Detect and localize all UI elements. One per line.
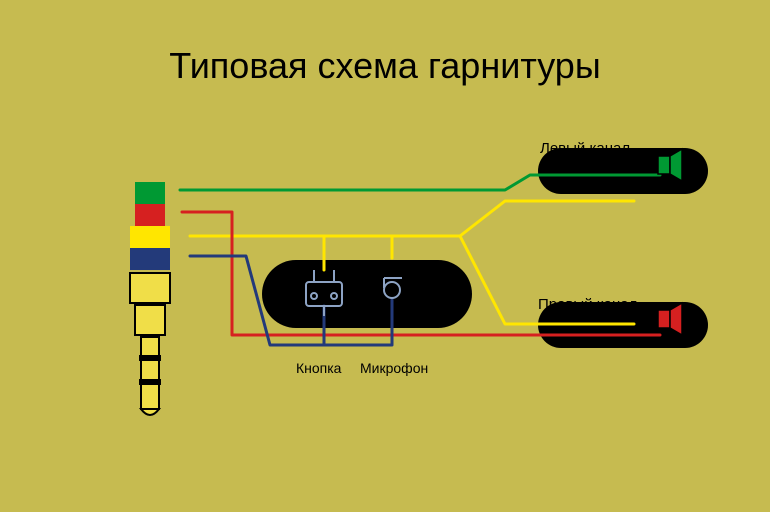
label-left-channel: Левый канал <box>540 140 630 157</box>
label-button: Кнопка <box>296 360 341 376</box>
label-right-channel: Правый канал <box>538 296 637 313</box>
page-title: Типовая схема гарнитуры <box>0 45 770 87</box>
headset-wiring-diagram: Типовая схема гарнитуры Левый канал Прав… <box>0 0 770 512</box>
label-microphone: Микрофон <box>360 360 428 376</box>
